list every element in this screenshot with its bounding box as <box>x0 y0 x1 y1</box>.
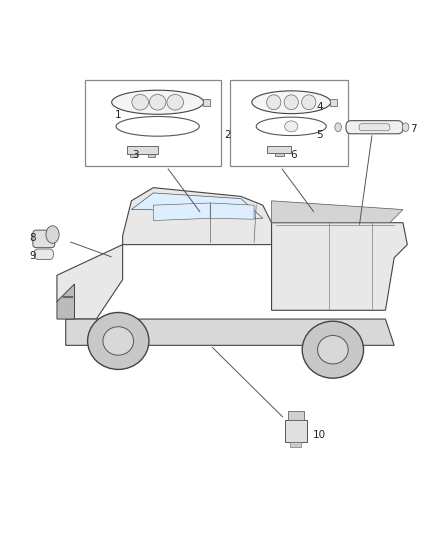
FancyBboxPatch shape <box>359 124 390 131</box>
Bar <box>330 99 337 106</box>
Ellipse shape <box>302 95 316 110</box>
Text: 4: 4 <box>316 102 323 111</box>
Ellipse shape <box>284 95 298 110</box>
Text: 3: 3 <box>132 150 139 160</box>
Polygon shape <box>272 201 403 223</box>
Ellipse shape <box>267 95 281 110</box>
Polygon shape <box>66 319 394 345</box>
FancyBboxPatch shape <box>346 120 403 134</box>
Text: 2: 2 <box>224 130 231 140</box>
Bar <box>148 154 155 157</box>
Polygon shape <box>272 223 407 310</box>
Ellipse shape <box>302 321 364 378</box>
Bar <box>267 147 292 154</box>
Text: 10: 10 <box>313 430 326 440</box>
Ellipse shape <box>132 94 148 110</box>
FancyBboxPatch shape <box>33 230 55 248</box>
Polygon shape <box>123 188 272 245</box>
Bar <box>85 80 221 166</box>
Ellipse shape <box>256 117 326 135</box>
Text: 5: 5 <box>316 130 323 140</box>
Polygon shape <box>210 203 254 219</box>
Ellipse shape <box>318 335 348 364</box>
Polygon shape <box>131 193 263 219</box>
Polygon shape <box>57 245 123 319</box>
Polygon shape <box>153 203 210 221</box>
Ellipse shape <box>285 121 298 132</box>
Ellipse shape <box>112 90 204 114</box>
Text: 1: 1 <box>115 110 122 120</box>
Polygon shape <box>57 284 74 319</box>
Text: 6: 6 <box>290 150 297 160</box>
Ellipse shape <box>149 94 166 110</box>
Ellipse shape <box>46 226 59 243</box>
Bar <box>130 154 137 157</box>
Text: 9: 9 <box>29 251 36 261</box>
Bar <box>203 99 210 106</box>
Text: 8: 8 <box>29 233 36 243</box>
Bar <box>275 154 284 156</box>
Text: 7: 7 <box>410 124 417 134</box>
Bar <box>230 80 348 166</box>
Bar <box>285 420 307 442</box>
Bar <box>290 442 301 447</box>
FancyBboxPatch shape <box>34 249 53 260</box>
Ellipse shape <box>103 327 134 355</box>
Ellipse shape <box>167 94 184 110</box>
Ellipse shape <box>335 123 342 132</box>
Ellipse shape <box>402 123 409 132</box>
Bar <box>127 146 158 154</box>
Bar <box>288 411 304 420</box>
Ellipse shape <box>116 117 199 136</box>
Ellipse shape <box>252 91 331 114</box>
Ellipse shape <box>88 312 149 369</box>
